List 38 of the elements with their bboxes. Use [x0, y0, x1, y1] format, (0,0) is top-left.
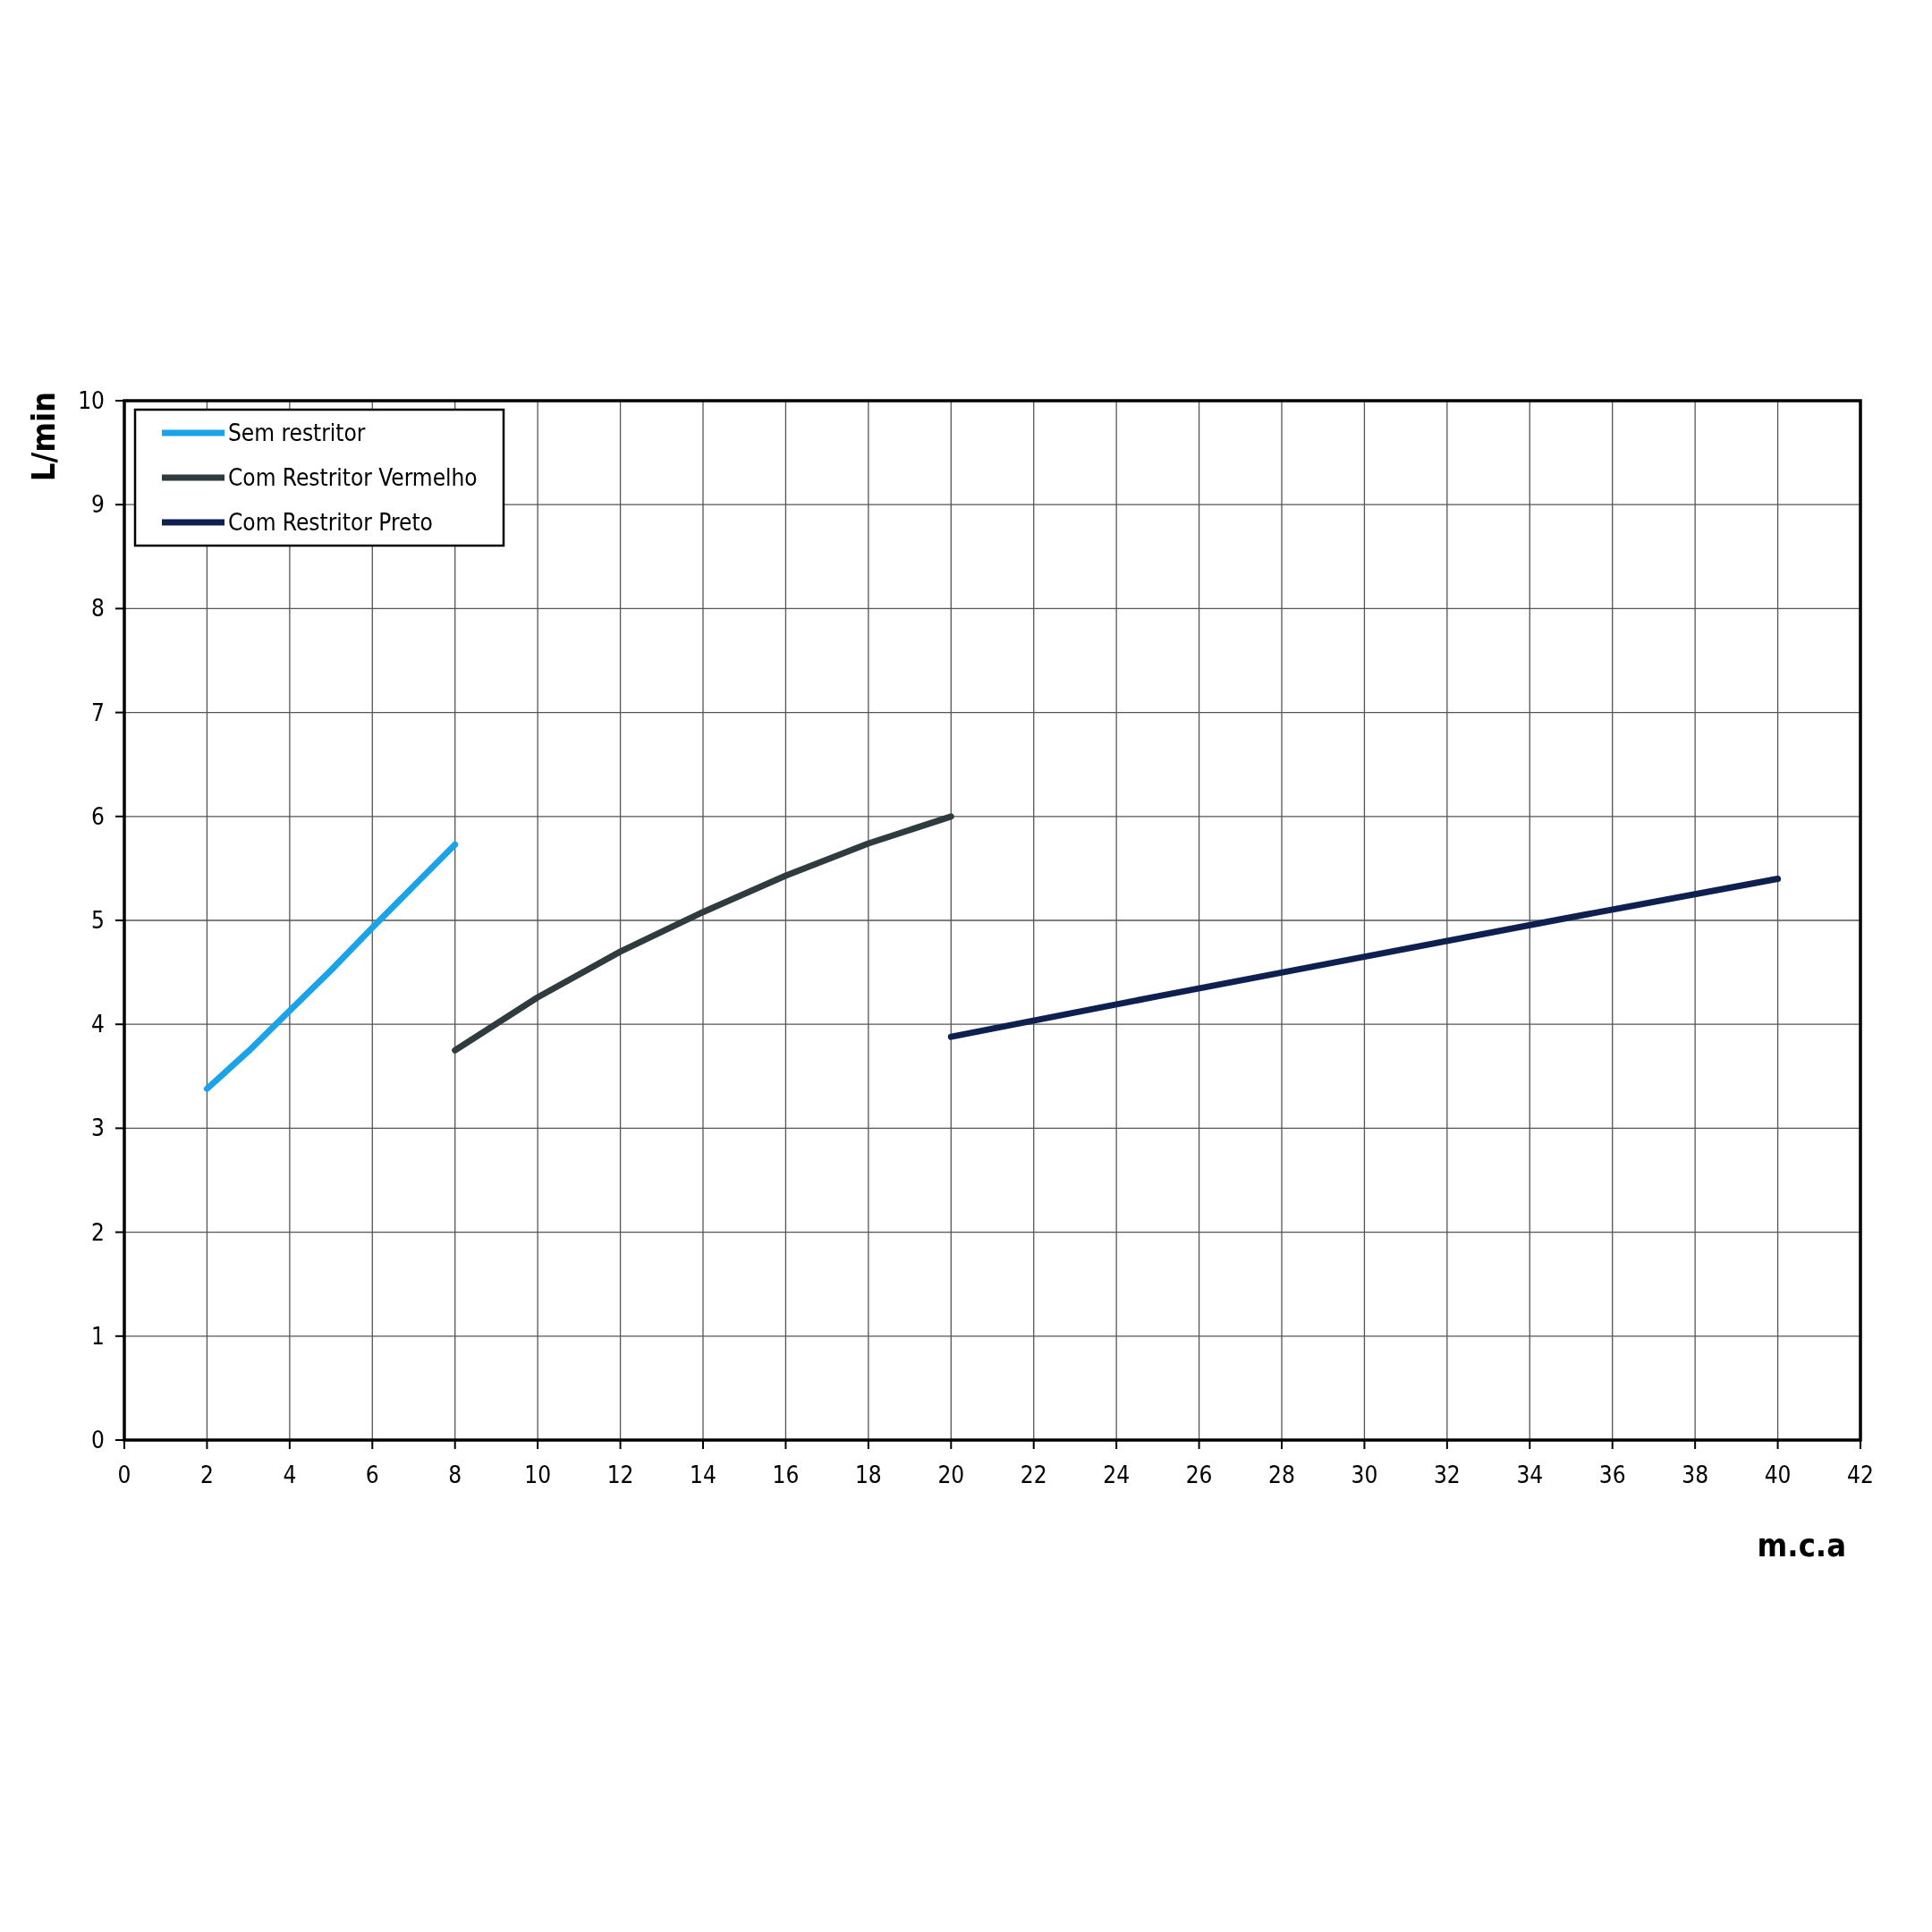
x-tick-label: 8 [448, 1462, 462, 1488]
x-tick-label: 10 [524, 1462, 552, 1488]
x-tick-label: 4 [283, 1462, 297, 1488]
x-axis-title: m.c.a [1757, 1527, 1846, 1563]
y-tick-label: 2 [91, 1218, 105, 1246]
x-tick-label: 18 [854, 1462, 882, 1488]
x-tick-label: 38 [1682, 1462, 1709, 1488]
x-tick-label: 32 [1433, 1462, 1461, 1488]
x-tick-label: 28 [1268, 1462, 1295, 1488]
y-tick-label: 1 [91, 1322, 105, 1350]
y-tick-label: 4 [91, 1011, 105, 1038]
x-tick-label: 6 [365, 1462, 379, 1488]
x-tick-label: 34 [1516, 1462, 1544, 1488]
x-tick-label: 40 [1764, 1462, 1792, 1488]
x-tick-label: 22 [1020, 1462, 1047, 1488]
x-tick-label: 16 [772, 1462, 800, 1488]
y-axis-title: L/min [25, 391, 62, 482]
y-tick-label: 10 [78, 387, 105, 414]
legend-label: Com Restritor Preto [228, 509, 433, 536]
y-tick-label: 3 [91, 1114, 105, 1142]
x-tick-label: 30 [1351, 1462, 1378, 1488]
x-tick-label: 0 [117, 1462, 131, 1488]
y-tick-label: 8 [91, 595, 105, 623]
legend-label: Com Restritor Vermelho [228, 464, 478, 491]
x-tick-label: 26 [1185, 1462, 1213, 1488]
y-tick-label: 7 [91, 699, 105, 726]
x-tick-label: 36 [1598, 1462, 1626, 1488]
x-tick-label: 14 [690, 1462, 716, 1488]
y-tick-label: 0 [91, 1427, 105, 1453]
legend-label: Sem restritor [228, 419, 366, 446]
y-tick-label: 9 [91, 491, 105, 519]
x-tick-label: 2 [199, 1462, 214, 1488]
y-tick-label: 6 [91, 802, 105, 830]
x-tick-label: 24 [1103, 1462, 1131, 1488]
x-tick-label: 12 [606, 1462, 634, 1488]
x-tick-label: 20 [937, 1462, 965, 1488]
y-tick-label: 5 [91, 907, 105, 934]
x-tick-label: 42 [1847, 1462, 1874, 1488]
